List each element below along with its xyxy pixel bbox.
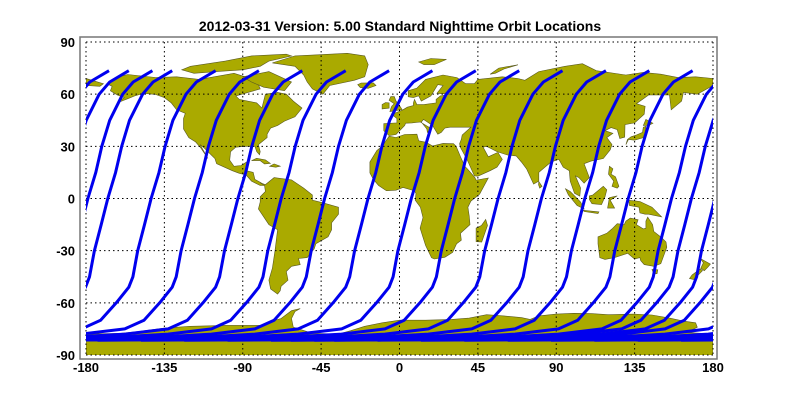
land-greenland [272,52,369,95]
land-japan [625,125,647,145]
land-svalbard [417,58,447,65]
x-tick-label: -180 [73,360,99,375]
x-tick-label: -90 [233,360,252,375]
x-tick-label: -135 [151,360,177,375]
orbit-track [140,69,607,342]
orbit-track [86,69,304,338]
y-tick-label: -30 [56,244,75,259]
map-title: 2012-03-31 Version: 5.00 Standard Nightt… [199,18,601,34]
orbit-track [86,69,217,329]
land-new-zealand-north [700,258,711,272]
x-tick-label: 0 [396,360,403,375]
land-novaya-zemlya [489,64,518,75]
orbit-track [270,84,713,342]
x-tick-label: 90 [549,360,563,375]
y-tick-label: 90 [61,35,75,50]
plot-frame [79,36,718,360]
land-britain [388,96,403,112]
land-africa [369,133,489,260]
orbit-track [86,69,173,289]
x-tick-label: 135 [624,360,646,375]
y-tick-label: 30 [61,139,75,154]
orbit-tracks [0,69,800,342]
orbit-track [86,69,260,336]
orbit-track [97,69,564,342]
grid-lines [85,41,714,356]
orbit-track [86,69,347,340]
orbit-track [334,281,713,342]
orbit-track [227,69,694,342]
orbit-track [768,71,800,341]
land-sumatra [564,188,585,210]
orbit-track [314,199,713,342]
land-cuba [251,157,272,165]
land-borneo [589,185,608,205]
land-ireland [381,102,390,110]
orbit-track [86,69,520,342]
orbit-track [86,69,390,341]
x-axis-ticks: -180 -135 -90 -45 0 45 90 135 180 [73,360,724,375]
orbit-track [184,69,651,342]
land-hispaniola [268,163,282,168]
x-tick-label: 180 [702,360,724,375]
orbit-track [86,69,477,342]
x-tick-label: -45 [312,360,331,375]
land-madagascar [475,218,488,243]
y-tick-label: -90 [56,348,75,363]
land-new-guinea [627,199,663,218]
orbit-track [420,332,713,342]
orbit-track [86,69,434,341]
land-sri-lanka [538,180,543,189]
y-tick-label: 60 [61,87,75,102]
land-java [582,209,600,214]
orbit-track [0,71,22,341]
land-arctic-islands [180,53,293,74]
y-tick-label: 0 [68,192,75,207]
orbit-track [377,325,713,342]
y-tick-label: -60 [56,296,75,311]
land-philippines [608,165,620,189]
orbit-track [86,69,154,213]
x-tick-label: 45 [471,360,485,375]
land-north-america [106,72,303,186]
orbit-track [86,69,130,127]
y-axis-ticks: 90 60 30 0 -30 -60 -90 [56,35,75,363]
orbit-track [725,71,800,341]
